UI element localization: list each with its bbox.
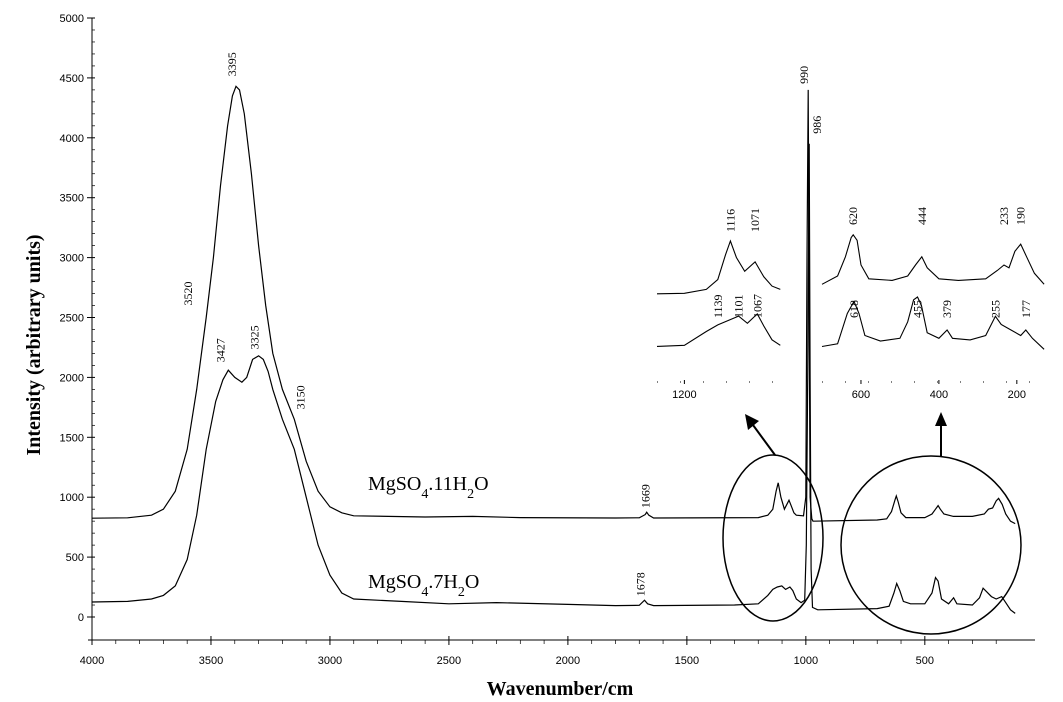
y-tick-label: 1000 (60, 492, 84, 504)
inset-peak-label: 233 (997, 207, 1011, 225)
series-line-0 (91, 85, 1016, 525)
y-axis-label: Intensity (arbitrary units) (23, 234, 45, 455)
inset-right-chart: 600 400 200 620 444 233 190 618 455 379 255 177 (821, 207, 1048, 401)
x-tick-label: 1500 (675, 655, 699, 667)
x-tick-label: 4000 (80, 655, 104, 667)
peak-label: 3150 (293, 385, 307, 409)
main-axes: 0500100015002000250030003500400045005000… (60, 13, 1035, 667)
highlight-ellipse-right (840, 455, 1022, 635)
x-tick-label: 2000 (556, 655, 580, 667)
inset-peak-label: 444 (915, 207, 929, 225)
inset-peak-label: 1101 (732, 294, 746, 318)
inset-line-1 (656, 313, 781, 347)
inset-peak-label: 618 (847, 300, 861, 318)
peak-annotations: 3520 3395 3427 3325 3150 1669 1678 990 986 (181, 52, 824, 596)
inset-peak-label: 1116 (723, 209, 737, 232)
peak-label: 3395 (225, 52, 239, 76)
x-tick-label: 1000 (794, 655, 818, 667)
inset-line-0 (656, 239, 781, 295)
x-tick-label: 500 (916, 655, 934, 667)
x-tick-label: 3000 (318, 655, 342, 667)
inset-peak-label: 255 (988, 300, 1002, 318)
y-tick-label: 2500 (60, 313, 84, 325)
y-tick-label: 4500 (60, 73, 84, 85)
inset-peak-label: 620 (846, 207, 860, 225)
y-tick-label: 2000 (60, 372, 84, 384)
series-labels: MgSO4.11H2O MgSO4.7H2O (368, 473, 489, 600)
peak-label: 1678 (634, 572, 648, 596)
x-axis-label: Wavenumber/cm (487, 678, 634, 700)
y-tick-label: 4000 (60, 133, 84, 145)
peak-label: 986 (810, 116, 824, 134)
series-label-sub: 2 (467, 487, 474, 502)
series-label-part: MgSO (368, 571, 421, 593)
inset-peak-label: 1067 (750, 294, 764, 318)
peak-label: 1669 (639, 484, 653, 508)
series-label-11h2o: MgSO4.11H2O (368, 473, 489, 502)
inset-left-chart: 1200 1116 1071 1139 1101 1067 (656, 208, 783, 401)
inset-tick-label: 600 (852, 389, 870, 401)
y-tick-label: 3500 (60, 193, 84, 205)
y-tick-label: 5000 (60, 13, 84, 25)
peak-label: 990 (797, 66, 811, 84)
series-label-sub: 4 (421, 487, 428, 502)
x-tick-label: 3500 (199, 655, 223, 667)
highlight-ellipse-left (722, 454, 824, 622)
inset-peak-label: 190 (1014, 207, 1028, 225)
x-tick-label: 2500 (437, 655, 461, 667)
series-line-1 (91, 143, 1016, 614)
inset-line-0 (821, 233, 1045, 285)
series-label-7h2o: MgSO4.7H2O (368, 571, 479, 600)
highlight-circles (722, 412, 1022, 635)
y-tick-label: 500 (66, 552, 84, 564)
series-label-part: .7H (428, 571, 457, 593)
y-tick-label: 0 (78, 612, 84, 624)
inset-peak-label: 455 (910, 300, 924, 318)
series-label-sub: 2 (458, 585, 465, 600)
inset-line-1 (821, 296, 1045, 350)
y-tick-label: 3000 (60, 253, 84, 265)
peak-label: 3520 (181, 282, 195, 306)
arrow-line-left (752, 424, 776, 456)
arrow-head-right (935, 412, 947, 426)
inset-tick-label: 1200 (672, 389, 696, 401)
series-label-part: .11H (428, 473, 467, 495)
inset-peak-label: 177 (1019, 300, 1033, 318)
inset-peak-label: 379 (940, 300, 954, 318)
series-label-part: MgSO (368, 473, 421, 495)
series-label-part: O (465, 571, 479, 593)
inset-tick-label: 200 (1008, 389, 1026, 401)
main-series-group (91, 85, 1016, 614)
arrow-head-left (745, 414, 759, 430)
series-label-part: O (474, 473, 488, 495)
y-tick-label: 1500 (60, 432, 84, 444)
peak-label: 3427 (213, 338, 227, 362)
inset-peak-label: 1139 (711, 294, 725, 318)
peak-label: 3325 (248, 325, 262, 349)
inset-tick-label: 400 (930, 389, 948, 401)
series-label-sub: 4 (421, 585, 428, 600)
inset-peak-label: 1071 (748, 208, 762, 232)
